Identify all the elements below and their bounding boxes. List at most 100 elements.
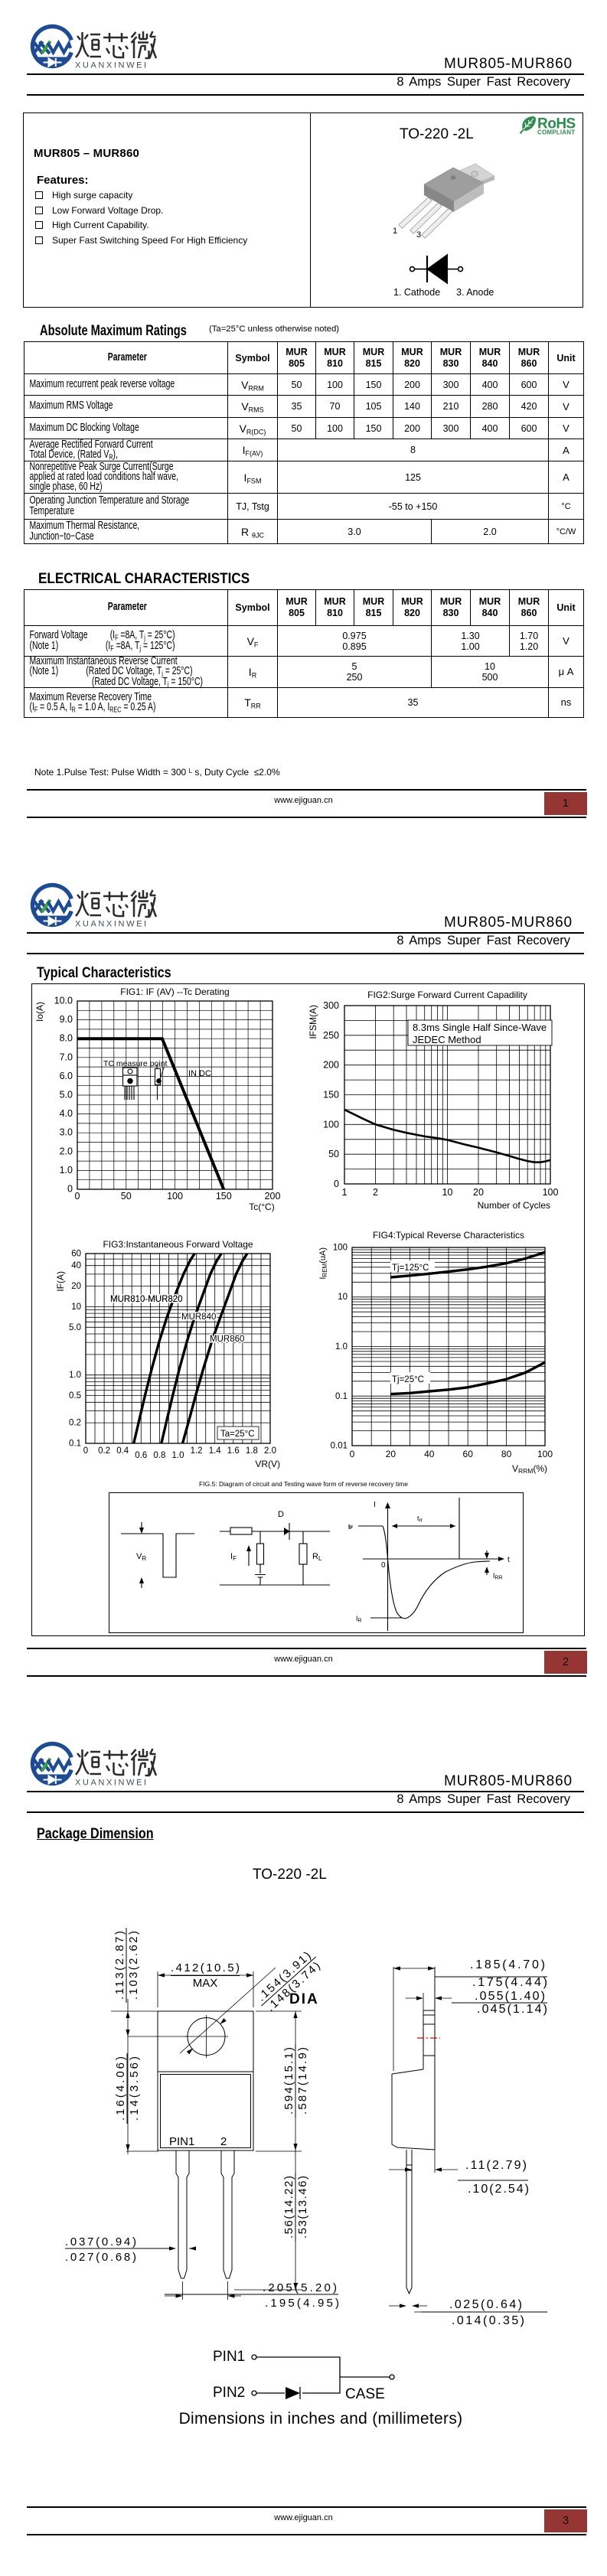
svg-text:MUR810-MUR820: MUR810-MUR820	[110, 1295, 183, 1304]
svg-text:PIN2: PIN2	[213, 2385, 245, 2401]
svg-text:MUR860: MUR860	[210, 1335, 244, 1344]
svg-text:DIA: DIA	[289, 1991, 319, 2007]
svg-text:.56(14.22): .56(14.22)	[282, 2176, 295, 2239]
svg-text:.10(2.54): .10(2.54)	[468, 2183, 529, 2196]
svg-text:.14(3.56): .14(3.56)	[128, 2056, 141, 2121]
svg-text:.025(0.64): .025(0.64)	[449, 2298, 522, 2311]
svg-text:60: 60	[463, 1449, 474, 1459]
svg-text:2.0: 2.0	[264, 1446, 276, 1456]
svg-text:RL: RL	[312, 1552, 322, 1562]
svg-text:PIN1: PIN1	[213, 2349, 245, 2365]
svg-text:IF: IF	[348, 1523, 353, 1531]
svg-text:.53(13.46): .53(13.46)	[296, 2176, 309, 2239]
svg-text:.16(4.06): .16(4.06)	[114, 2056, 127, 2121]
svg-text:IR: IR	[356, 1615, 362, 1624]
svg-text:20: 20	[473, 1187, 484, 1198]
svg-text:100: 100	[537, 1449, 553, 1459]
svg-text:.11(2.79): .11(2.79)	[465, 2159, 527, 2172]
svg-text:Number of Cycles: Number of Cycles	[478, 1200, 550, 1211]
svg-text:.594(15.1): .594(15.1)	[282, 2047, 295, 2115]
svg-text:Tc(°C): Tc(°C)	[249, 1202, 274, 1212]
svg-text:100: 100	[167, 1191, 183, 1202]
svg-text:10: 10	[338, 1293, 348, 1302]
svg-text:2.0: 2.0	[60, 1146, 73, 1156]
svg-text:60: 60	[71, 1250, 81, 1259]
svg-text:VRRM(%): VRRM(%)	[512, 1463, 547, 1475]
svg-text:XUANXINWEI: XUANXINWEI	[75, 920, 148, 929]
svg-text:MUR860: MUR860	[210, 1335, 244, 1344]
svg-text:VR(V): VR(V)	[255, 1459, 280, 1469]
svg-text:CASE: CASE	[345, 2386, 385, 2402]
svg-text:1.8: 1.8	[246, 1446, 258, 1456]
svg-text:8.3ms Single Half Since-Wave: 8.3ms Single Half Since-Wave	[413, 1022, 547, 1033]
svg-text:.037(0.94): .037(0.94)	[65, 2235, 136, 2248]
svg-text:Ta=25°C: Ta=25°C	[220, 1430, 255, 1439]
svg-text:0.8: 0.8	[153, 1451, 165, 1460]
svg-text:250: 250	[323, 1030, 339, 1041]
svg-text:20: 20	[71, 1282, 81, 1291]
svg-text:9.0: 9.0	[60, 1014, 73, 1025]
svg-text:0.2: 0.2	[69, 1419, 81, 1428]
svg-text:50: 50	[121, 1191, 132, 1202]
svg-text:4.0: 4.0	[60, 1108, 73, 1119]
svg-text:200: 200	[323, 1060, 339, 1071]
svg-text:.027(0.68): .027(0.68)	[65, 2251, 136, 2264]
svg-text:MUR810-MUR820: MUR810-MUR820	[110, 1295, 183, 1304]
svg-text:300: 300	[323, 1000, 339, 1011]
svg-text:XUANXINWEI: XUANXINWEI	[75, 61, 148, 70]
svg-text:200: 200	[265, 1191, 281, 1202]
svg-text:COMPLIANT: COMPLIANT	[537, 129, 575, 136]
svg-text:MUR840: MUR840	[181, 1312, 216, 1322]
svg-text:1.6: 1.6	[227, 1446, 240, 1456]
svg-text:JEDEC Method: JEDEC Method	[413, 1034, 481, 1045]
svg-text:FIG4:Typical Reverse Character: FIG4:Typical Reverse Characteristics	[373, 1230, 524, 1241]
svg-text:FIG3:Instantaneous Forward Vol: FIG3:Instantaneous Forward Voltage	[103, 1239, 253, 1250]
svg-text:I: I	[374, 1501, 376, 1509]
svg-text:0.4: 0.4	[116, 1446, 129, 1456]
svg-text:FIG1: IF (AV) --Tc Derating: FIG1: IF (AV) --Tc Derating	[120, 986, 229, 997]
svg-text:.103(2.62): .103(2.62)	[127, 1931, 140, 2000]
svg-text:100: 100	[543, 1187, 559, 1198]
svg-text:0.01: 0.01	[331, 1442, 348, 1451]
svg-text:IF: IF	[230, 1552, 237, 1562]
svg-text:50: 50	[328, 1149, 339, 1159]
svg-text:.195(4.95): .195(4.95)	[265, 2297, 339, 2310]
svg-text:20: 20	[386, 1449, 397, 1459]
svg-text:10: 10	[71, 1303, 81, 1312]
svg-text:trr: trr	[417, 1515, 423, 1524]
svg-text:XUANXINWEI: XUANXINWEI	[75, 1779, 148, 1788]
svg-text:10: 10	[442, 1187, 453, 1198]
svg-text:FIG2:Surge Forward Current Cap: FIG2:Surge Forward Current Capadility	[367, 990, 527, 1000]
svg-text:0.6: 0.6	[135, 1451, 147, 1460]
svg-text:1.0: 1.0	[335, 1342, 348, 1352]
svg-text:.014(0.35): .014(0.35)	[452, 2314, 524, 2327]
svg-text:IREM(uA): IREM(uA)	[318, 1247, 328, 1280]
svg-text:MAX: MAX	[193, 1977, 218, 1990]
svg-text:0: 0	[350, 1449, 355, 1459]
svg-text:2: 2	[373, 1187, 378, 1198]
svg-text:0: 0	[83, 1446, 88, 1456]
svg-text:40: 40	[71, 1261, 81, 1270]
svg-text:80: 80	[501, 1449, 512, 1459]
svg-text:150: 150	[323, 1090, 339, 1101]
svg-text:150: 150	[216, 1191, 232, 1202]
svg-text:VR: VR	[136, 1552, 146, 1562]
svg-text:Tj=25°C: Tj=25°C	[392, 1375, 424, 1384]
svg-text:.113(2.87): .113(2.87)	[113, 1931, 126, 2000]
svg-text:PIN1: PIN1	[169, 2135, 194, 2148]
svg-text:5.0: 5.0	[60, 1090, 73, 1101]
svg-text:.045(1.14): .045(1.14)	[477, 2003, 547, 2016]
svg-text:0.1: 0.1	[335, 1392, 348, 1401]
svg-text:D: D	[278, 1510, 284, 1519]
svg-text:.587(14.9): .587(14.9)	[296, 2047, 309, 2115]
svg-text:t: t	[507, 1556, 510, 1564]
svg-text:TC measure point: TC measure point	[103, 1059, 168, 1068]
svg-text:.175(4.44): .175(4.44)	[472, 1976, 547, 1989]
svg-text:IF(A): IF(A)	[55, 1271, 66, 1292]
svg-text:5.0: 5.0	[69, 1323, 81, 1332]
svg-text:1.4: 1.4	[209, 1446, 222, 1456]
svg-text:.185(4.70): .185(4.70)	[470, 1958, 545, 1971]
svg-text:.205(5.20): .205(5.20)	[263, 2281, 337, 2294]
svg-text:0.2: 0.2	[98, 1446, 110, 1456]
svg-text:1.0: 1.0	[172, 1451, 184, 1460]
